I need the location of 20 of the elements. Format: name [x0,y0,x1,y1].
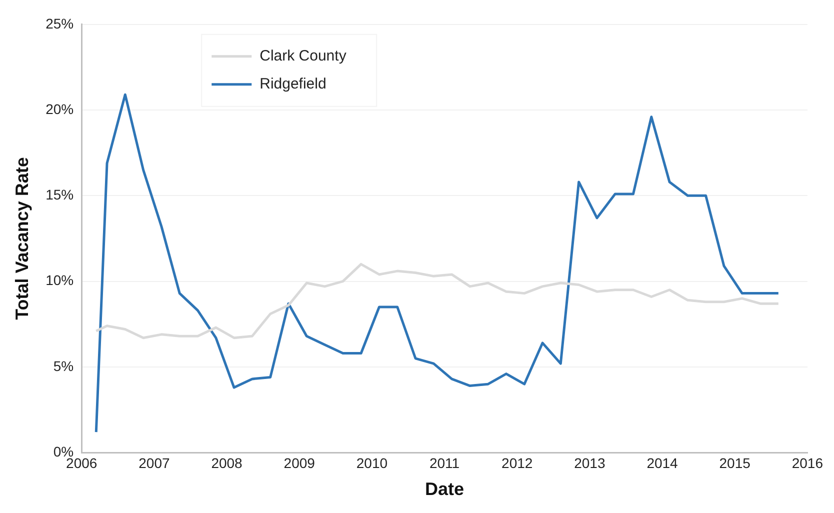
x-tick-label: 2016 [792,454,824,471]
y-tick-label: 15% [46,186,74,203]
y-axis-title: Total Vacancy Rate [12,157,32,320]
x-tick-label: 2010 [356,454,388,471]
x-tick-label: 2009 [284,454,316,471]
x-tick-label: 2013 [574,454,606,471]
y-tick-label: 20% [46,100,74,117]
x-tick-label: 2011 [429,454,460,471]
x-axis-title: Date [425,479,464,500]
legend-label: Ridgefield [260,76,326,93]
y-tick-label: 25% [46,15,74,32]
x-tick-label: 2015 [719,454,751,471]
x-tick-label: 2007 [138,454,170,471]
y-tick-label: 5% [53,358,74,374]
x-tick-label: 2008 [211,454,243,471]
y-tick-label: 10% [46,272,74,288]
y-tick-label: 0% [53,443,74,460]
legend-label: Clark County [260,48,347,65]
x-tick-label: 2012 [502,454,533,471]
x-tick-label: 2014 [646,454,678,471]
